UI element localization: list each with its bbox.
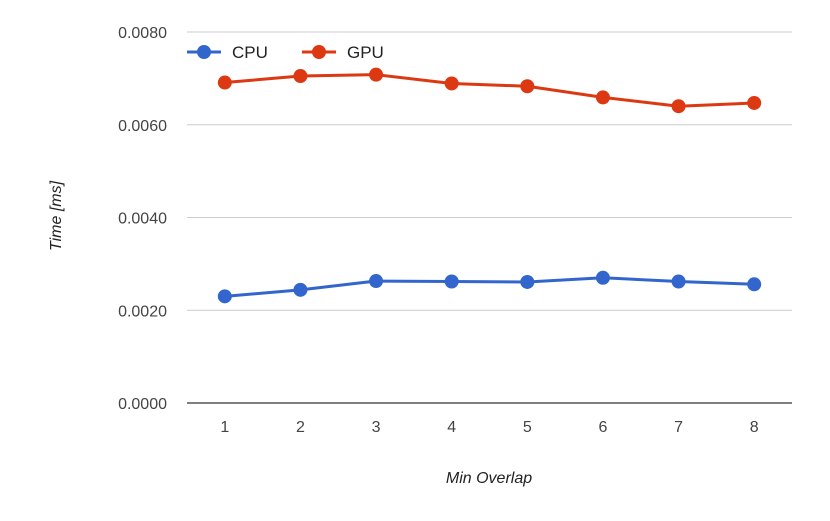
y-axis-title: Time [ms]	[48, 180, 65, 251]
gridlines	[187, 31, 792, 404]
gpu-data-point	[520, 79, 535, 94]
gpu-data-point	[671, 99, 686, 114]
gpu-legend-marker	[312, 45, 326, 59]
x-axis-ticks: 1 2 3 4 5 6 7 8	[220, 419, 758, 436]
cpu-data-point	[369, 274, 384, 289]
x-tick-label: 2	[296, 419, 305, 436]
cpu-data-point	[293, 282, 308, 297]
gpu-data-point	[444, 76, 459, 91]
y-axis-ticks: 0.0000 0.0020 0.0040 0.0060 0.0080	[118, 25, 167, 413]
x-tick-label: 3	[372, 419, 381, 436]
cpu-legend-label: CPU	[232, 43, 268, 62]
gpu-data-point	[293, 69, 308, 84]
x-tick-label: 7	[674, 419, 683, 436]
series-lines	[217, 67, 762, 304]
cpu-data-point	[747, 277, 762, 292]
gpu-legend-label: GPU	[347, 43, 384, 62]
x-tick-label: 5	[523, 419, 532, 436]
y-tick-label: 0.0020	[118, 303, 167, 320]
y-tick-label: 0.0040	[118, 211, 167, 228]
gpu-data-point	[747, 95, 762, 110]
legend: CPU GPU	[187, 43, 384, 62]
cpu-data-point	[520, 274, 535, 289]
y-tick-label: 0.0060	[118, 118, 167, 135]
x-tick-label: 1	[220, 419, 229, 436]
cpu-series-line	[224, 276, 755, 298]
x-tick-label: 6	[598, 419, 607, 436]
y-tick-label: 0.0000	[118, 396, 167, 413]
cpu-legend-marker	[197, 45, 211, 59]
gpu-series-line	[224, 73, 755, 108]
x-axis-title: Min Overlap	[446, 470, 532, 487]
cpu-data-point	[671, 274, 686, 289]
gpu-data-point	[369, 67, 384, 82]
cpu-data-point	[595, 270, 610, 285]
x-tick-label: 4	[447, 419, 456, 436]
cpu-data-point	[217, 289, 232, 304]
gpu-data-point	[217, 75, 232, 90]
gpu-data-point	[595, 90, 610, 105]
cpu-data-point	[444, 274, 459, 289]
x-tick-label: 8	[750, 419, 759, 436]
y-tick-label: 0.0080	[118, 25, 167, 42]
